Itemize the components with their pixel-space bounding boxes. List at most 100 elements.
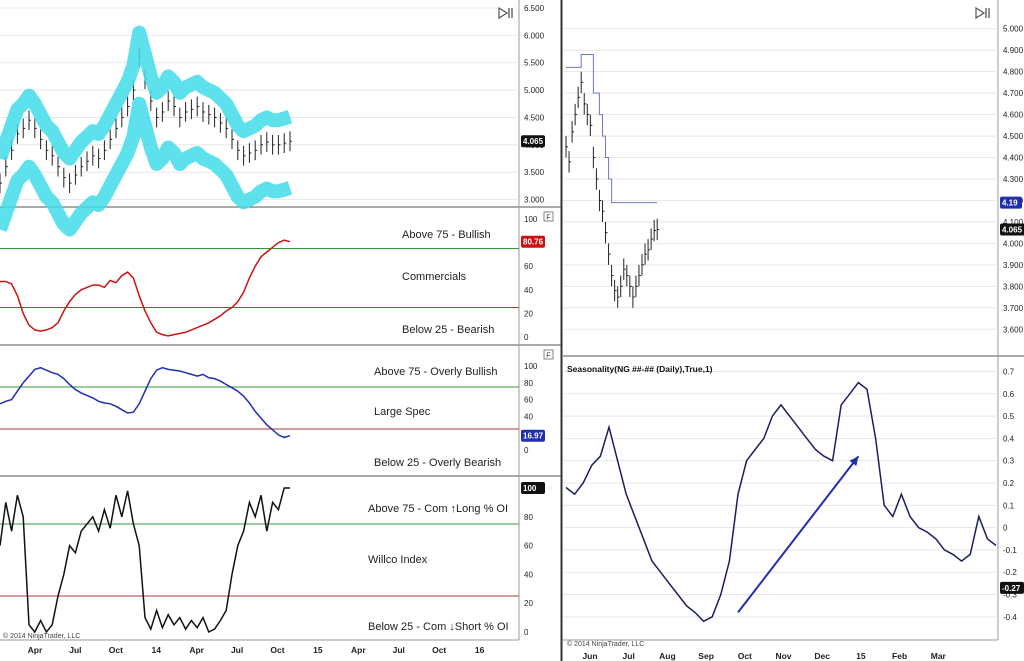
y-tick-label: 4.500 bbox=[524, 113, 545, 122]
y-tick-label: 4.000 bbox=[1003, 239, 1024, 248]
collapse-icon[interactable] bbox=[497, 6, 515, 20]
x-tick-label: Jun bbox=[582, 651, 597, 661]
x-tick-label: Aug bbox=[659, 651, 676, 661]
last-value-badge: 4.065 bbox=[521, 135, 545, 148]
last-value-badge-text: 80.76 bbox=[523, 238, 544, 247]
y-tick-label: 4.400 bbox=[1003, 154, 1024, 163]
y-tick-label: 100 bbox=[524, 215, 538, 224]
collapse-icon[interactable] bbox=[974, 6, 992, 20]
stop-value-badge-bg bbox=[1000, 196, 1022, 209]
y-tick-label: 4.600 bbox=[1003, 111, 1024, 120]
largespec-line bbox=[0, 366, 291, 439]
y-tick-label: 4.300 bbox=[1003, 175, 1024, 184]
x-tick-label: 15 bbox=[856, 651, 866, 661]
last-value-badge: 4.065 bbox=[1000, 223, 1024, 236]
x-tick-label: 14 bbox=[152, 645, 162, 655]
y-tick-label: 40 bbox=[524, 286, 533, 295]
y-tick-label: 0.7 bbox=[1003, 367, 1015, 376]
y-tick-label: -0.3 bbox=[1003, 591, 1017, 600]
last-value-badge: 80.76 bbox=[521, 235, 545, 248]
y-tick-label: -0.1 bbox=[1003, 546, 1017, 555]
x-tick-label: Mar bbox=[931, 651, 947, 661]
x-tick-label: Feb bbox=[892, 651, 907, 661]
x-tick-label: Jul bbox=[623, 651, 635, 661]
last-value-badge-text: -0.27 bbox=[1002, 584, 1021, 593]
last-value-badge-text: 4.065 bbox=[1002, 225, 1023, 234]
f-icon[interactable]: F bbox=[543, 211, 554, 222]
willco-upper-label: Above 75 - Com ↑Long % OI bbox=[368, 503, 508, 515]
y-tick-label: 6.500 bbox=[524, 4, 545, 13]
y-tick-label: 4.800 bbox=[1003, 68, 1024, 77]
x-tick-label: Oct bbox=[109, 645, 123, 655]
y-tick-label: 0 bbox=[524, 333, 529, 342]
y-tick-label: 40 bbox=[524, 570, 533, 579]
data-layer bbox=[0, 25, 997, 634]
y-tick-label: 0 bbox=[1003, 524, 1008, 533]
commercials-series-label: Commercials bbox=[402, 271, 467, 283]
y-tick-label: 4.100 bbox=[1003, 218, 1024, 227]
x-tick-label: Jul bbox=[393, 645, 405, 655]
y-tick-label: 0.1 bbox=[1003, 501, 1015, 510]
upper-envelope-band bbox=[0, 25, 293, 166]
y-tick-label: 40 bbox=[524, 412, 533, 421]
y-tick-label: 20 bbox=[524, 599, 533, 608]
y-tick-label: 80 bbox=[524, 379, 533, 388]
x-tick-label: Apr bbox=[28, 645, 43, 655]
y-tick-label: 3.800 bbox=[1003, 282, 1024, 291]
x-tick-label: 15 bbox=[313, 645, 323, 655]
y-tick-label: 100 bbox=[524, 362, 538, 371]
y-tick-label: -0.2 bbox=[1003, 568, 1017, 577]
lower-envelope-band bbox=[0, 96, 293, 237]
y-tick-label: 60 bbox=[524, 396, 533, 405]
axis-layer: 6.500 6.000 5.500 5.000 4.500 4.000 3.500 3.000… bbox=[28, 4, 1024, 661]
svg-text:F: F bbox=[546, 353, 550, 360]
x-tick-label: Oct bbox=[270, 645, 284, 655]
y-tick-label: 0.4 bbox=[1003, 434, 1015, 443]
last-value-badge: -0.27 bbox=[1000, 581, 1024, 594]
seasonality-title: Seasonality(NG ##-## (Daily),True,1) bbox=[567, 364, 713, 374]
y-tick-label: 0 bbox=[524, 446, 529, 455]
x-tick-label: Oct bbox=[738, 651, 752, 661]
x-tick-label: Nov bbox=[775, 651, 791, 661]
commercials-upper-label: Above 75 - Bullish bbox=[402, 229, 491, 241]
x-tick-label: Apr bbox=[351, 645, 366, 655]
y-tick-label: 20 bbox=[524, 309, 533, 318]
y-tick-label: 3.500 bbox=[524, 168, 545, 177]
x-tick-label: Jul bbox=[69, 645, 81, 655]
x-tick-label: 16 bbox=[475, 645, 485, 655]
last-value-badge-bg bbox=[521, 135, 545, 148]
y-tick-label: 60 bbox=[524, 542, 533, 551]
f-icon[interactable]: F bbox=[543, 349, 554, 360]
largespec-series-label: Large Spec bbox=[374, 406, 431, 418]
largespec-upper-label: Above 75 - Overly Bullish bbox=[374, 366, 498, 378]
largespec-lower-label: Below 25 - Overly Bearish bbox=[374, 457, 501, 469]
y-tick-label: 80 bbox=[524, 513, 533, 522]
x-tick-label: Jul bbox=[231, 645, 243, 655]
left-copyright: © 2014 NinjaTrader, LLC bbox=[3, 632, 80, 640]
y-tick-label: 0.5 bbox=[1003, 412, 1015, 421]
y-tick-label: 5.500 bbox=[524, 59, 545, 68]
y-tick-label: -0.4 bbox=[1003, 613, 1017, 622]
willco-series-label: Willco Index bbox=[368, 554, 428, 566]
trailing-stop-line bbox=[566, 54, 658, 204]
y-tick-label: 5.000 bbox=[524, 86, 545, 95]
y-tick-label: 0.3 bbox=[1003, 457, 1015, 466]
annotations: Above 75 - Bullish Commercials Below 25 … bbox=[3, 229, 713, 648]
x-tick-label: Dec bbox=[814, 651, 830, 661]
y-tick-label: 5.000 bbox=[1003, 25, 1024, 34]
commercials-lower-label: Below 25 - Bearish bbox=[402, 324, 494, 336]
y-tick-label: 0.2 bbox=[1003, 479, 1015, 488]
y-tick-label: 6.000 bbox=[524, 31, 545, 40]
y-tick-label: 0 bbox=[524, 628, 529, 637]
y-tick-label: 3.000 bbox=[524, 196, 545, 205]
trend-arrow-head bbox=[849, 456, 859, 467]
right-copyright: © 2014 NinjaTrader, LLC bbox=[567, 640, 644, 648]
x-tick-label: Apr bbox=[189, 645, 204, 655]
y-tick-label: 4.500 bbox=[1003, 132, 1024, 141]
last-value-badge-bg bbox=[521, 235, 545, 248]
x-tick-label: Sep bbox=[698, 651, 714, 661]
x-tick-label: Oct bbox=[432, 645, 446, 655]
last-value-badge-text: 16.97 bbox=[523, 432, 544, 441]
